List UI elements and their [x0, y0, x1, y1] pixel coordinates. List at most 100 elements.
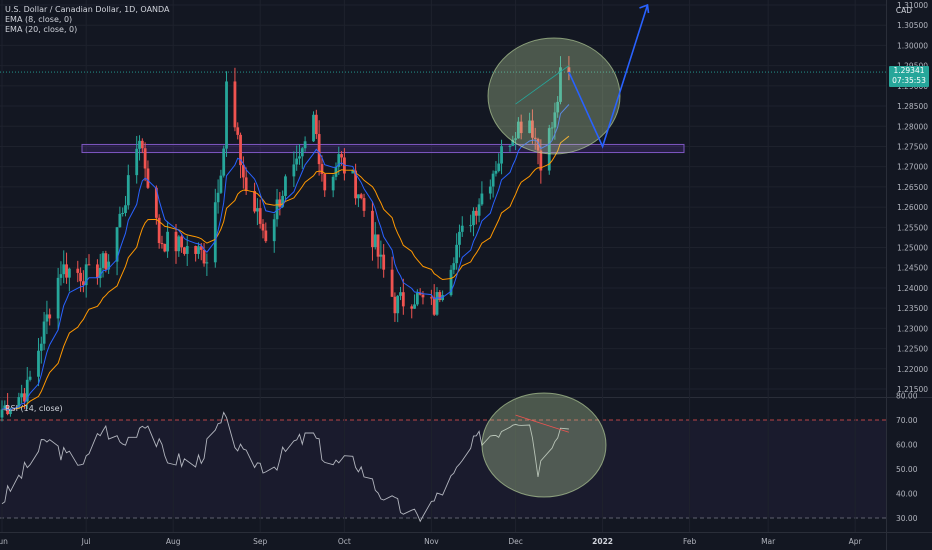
candle-body — [373, 234, 377, 248]
candle-body — [399, 292, 402, 296]
candle-body — [20, 393, 24, 398]
candle-body — [528, 120, 532, 134]
candle-body — [87, 264, 91, 266]
candle-body — [472, 210, 475, 226]
candle-body — [278, 199, 282, 207]
candle-body — [185, 246, 189, 254]
rsi-tick-label: 60.00 — [896, 441, 918, 450]
candle-body — [550, 127, 554, 129]
price-tick-label: 1.28000 — [897, 122, 928, 131]
candle-body — [225, 81, 228, 149]
candle-body — [3, 405, 7, 410]
candle-body — [48, 314, 52, 319]
candle-body — [0, 409, 4, 418]
candle-body — [258, 208, 262, 224]
price-tick-label: 1.22500 — [897, 345, 928, 354]
candle-body — [331, 176, 335, 191]
candle-body — [233, 81, 237, 128]
candle-body — [401, 292, 405, 307]
price-tick-label: 1.30500 — [897, 21, 928, 30]
candle-body — [488, 186, 492, 194]
candle-body — [115, 227, 119, 262]
ema8-line — [1, 104, 570, 411]
candle-body — [118, 213, 122, 228]
candle-body — [508, 145, 512, 147]
candle-body — [295, 158, 299, 165]
price-tick-label: 1.25500 — [897, 223, 928, 232]
candle-body — [264, 230, 268, 242]
rsi-tick-label: 70.00 — [896, 416, 918, 425]
candle-body — [272, 219, 276, 242]
candle-body — [236, 127, 240, 135]
price-tick-label: 1.26500 — [897, 183, 928, 192]
price-divergence-line — [515, 65, 570, 105]
candle-body — [531, 120, 534, 138]
candle-body — [547, 128, 551, 171]
candle-body — [222, 148, 226, 176]
candle-body — [166, 231, 169, 252]
candle-body — [104, 253, 108, 270]
candle-body — [300, 148, 304, 157]
candle-body — [143, 148, 147, 169]
candle-body — [298, 156, 301, 159]
candle-body — [410, 306, 414, 309]
rsi-line — [1, 411, 569, 523]
candle-body — [154, 187, 158, 218]
candle-body — [163, 243, 167, 252]
price-tick-label: 1.27000 — [897, 163, 928, 172]
candle-body — [455, 244, 459, 264]
candle-body — [396, 295, 400, 314]
candle-body — [429, 297, 433, 299]
candle-body — [536, 138, 540, 151]
candle-body — [180, 236, 184, 248]
candle-body — [219, 175, 223, 193]
candle-body — [340, 154, 343, 158]
candle-body — [255, 208, 259, 212]
rsi-divergence-line — [515, 414, 570, 433]
candle-body — [458, 231, 461, 245]
time-tick-label: Jul — [81, 537, 91, 546]
candle-body — [511, 139, 515, 146]
candle-body — [376, 234, 380, 257]
support-zone — [81, 143, 685, 154]
candle-body — [284, 176, 287, 196]
candle-body — [567, 67, 571, 73]
candle-body — [452, 263, 456, 270]
candle-body — [317, 134, 321, 165]
candle-body — [477, 204, 481, 216]
candle-body — [514, 138, 517, 140]
symbol-title: U.S. Dollar / Canadian Dollar, 1D, OANDA — [5, 5, 170, 14]
price-tick-label: 1.26000 — [897, 203, 928, 212]
candle-body — [480, 193, 484, 205]
price-tick-label: 1.25000 — [897, 244, 928, 253]
candle-body — [418, 292, 422, 295]
candle-body — [413, 304, 416, 309]
candle-body — [98, 267, 102, 279]
price-tick-label: 1.23500 — [897, 304, 928, 313]
candle-body — [314, 114, 318, 135]
ema20-legend: EMA (20, close, 0) — [5, 25, 78, 34]
candle-body — [390, 269, 394, 297]
candle-body — [334, 166, 338, 177]
candle-body — [79, 272, 82, 282]
candle-body — [253, 191, 256, 212]
candle-body — [303, 141, 307, 149]
last-price-tag: 1.29341 07:35:53 — [889, 66, 929, 87]
rsi-tick-label: 30.00 — [896, 514, 918, 523]
candle-body — [415, 292, 419, 305]
candle-body — [323, 173, 327, 191]
candle-body — [37, 350, 40, 377]
candle-body — [281, 195, 285, 207]
candle-body — [23, 393, 26, 402]
candle-body — [491, 173, 495, 187]
rsi-band — [0, 420, 886, 518]
candle-body — [351, 170, 355, 174]
candle-body — [553, 112, 557, 128]
candle-body — [216, 192, 220, 203]
candle-body — [183, 247, 186, 254]
rsi-tick-label: 80.00 — [896, 392, 918, 401]
highlight-ellipse-price — [487, 37, 621, 155]
candle-body — [56, 277, 60, 319]
candle-body — [9, 408, 12, 415]
